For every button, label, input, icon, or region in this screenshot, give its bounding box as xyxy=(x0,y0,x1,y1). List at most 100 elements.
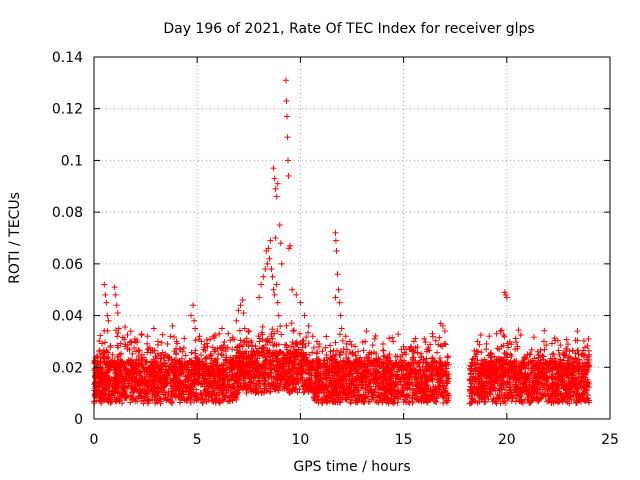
data-point xyxy=(102,291,109,298)
data-point xyxy=(534,389,541,396)
data-point xyxy=(540,353,547,360)
data-point xyxy=(372,397,379,404)
data-point xyxy=(483,340,490,347)
data-point xyxy=(570,359,577,366)
data-point xyxy=(347,400,354,407)
data-point xyxy=(97,332,104,339)
data-point xyxy=(389,334,396,341)
data-point xyxy=(336,331,343,338)
data-point xyxy=(180,344,187,351)
data-point xyxy=(436,334,443,341)
data-point xyxy=(315,343,322,350)
data-point xyxy=(245,327,252,334)
data-point xyxy=(145,345,152,352)
data-point xyxy=(469,356,476,363)
data-point xyxy=(426,347,433,354)
data-point xyxy=(164,341,171,348)
data-point xyxy=(339,337,346,344)
data-point xyxy=(546,383,553,390)
data-point xyxy=(192,337,199,344)
data-point xyxy=(167,333,174,340)
data-point xyxy=(109,351,116,358)
data-point xyxy=(444,353,451,360)
data-point xyxy=(380,353,387,360)
data-point xyxy=(218,351,225,358)
data-point xyxy=(348,341,355,348)
data-point xyxy=(264,338,271,345)
data-point xyxy=(400,357,407,364)
grid-layer xyxy=(94,57,610,419)
data-point xyxy=(395,331,402,338)
data-point xyxy=(112,291,119,298)
data-point xyxy=(182,352,189,359)
data-point xyxy=(474,357,481,364)
data-point xyxy=(548,340,555,347)
data-point xyxy=(370,358,377,365)
data-point xyxy=(255,333,262,340)
data-point xyxy=(555,347,562,354)
data-point xyxy=(380,347,387,354)
data-point xyxy=(198,352,205,359)
data-point xyxy=(212,332,219,339)
data-point xyxy=(355,348,362,355)
data-point xyxy=(101,281,108,288)
data-point xyxy=(296,330,303,337)
data-point xyxy=(427,341,434,348)
data-point xyxy=(541,327,548,334)
data-point xyxy=(288,343,295,350)
data-point xyxy=(122,323,129,330)
data-point xyxy=(530,334,537,341)
data-point xyxy=(574,347,581,354)
data-point xyxy=(290,327,297,334)
data-point xyxy=(127,328,134,335)
data-point xyxy=(313,350,320,357)
data-point xyxy=(482,398,489,405)
data-point xyxy=(305,340,312,347)
data-point xyxy=(111,284,118,291)
data-point xyxy=(221,338,228,345)
data-point xyxy=(144,390,151,397)
data-point xyxy=(319,348,326,355)
data-point xyxy=(207,336,214,343)
data-point xyxy=(207,351,214,358)
data-point xyxy=(442,341,449,348)
data-point xyxy=(171,334,178,341)
data-point xyxy=(131,344,138,351)
data-point xyxy=(202,355,209,362)
data-point xyxy=(423,355,430,362)
data-point xyxy=(124,331,131,338)
data-point xyxy=(386,335,393,342)
data-point xyxy=(103,299,110,306)
data-point xyxy=(282,341,289,348)
data-point xyxy=(159,331,166,338)
data-point xyxy=(500,342,507,349)
data-point xyxy=(432,337,439,344)
data-point xyxy=(323,333,330,340)
data-point xyxy=(498,327,505,334)
data-point xyxy=(414,349,421,356)
data-point xyxy=(332,339,339,346)
data-point xyxy=(138,398,145,405)
data-point xyxy=(160,354,167,361)
data-point xyxy=(117,350,124,357)
data-point xyxy=(104,312,111,319)
data-point xyxy=(585,347,592,354)
data-point xyxy=(216,330,223,337)
data-point xyxy=(236,327,243,334)
data-point xyxy=(304,329,311,336)
data-point xyxy=(585,335,592,342)
data-point xyxy=(477,332,484,339)
data-point xyxy=(177,399,184,406)
data-point xyxy=(144,340,151,347)
data-point xyxy=(181,396,188,403)
data-point xyxy=(563,336,570,343)
data-point xyxy=(222,358,229,365)
data-point xyxy=(433,349,440,356)
data-point xyxy=(352,343,359,350)
data-point xyxy=(196,333,203,340)
data-point xyxy=(290,344,297,351)
data-point xyxy=(201,387,208,394)
data-point xyxy=(303,334,310,341)
data-point xyxy=(105,317,112,324)
